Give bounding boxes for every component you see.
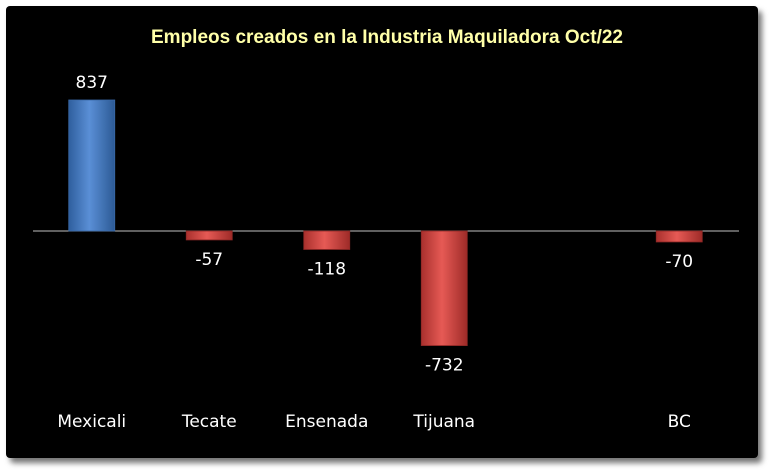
category-label-tecate: Tecate	[181, 412, 237, 432]
data-label-ensenada: -118	[307, 259, 346, 279]
category-label-ensenada: Ensenada	[285, 412, 368, 432]
data-label-tijuana: -732	[425, 356, 464, 376]
category-label-tijuana: Tijuana	[412, 412, 475, 432]
bar-tijuana	[420, 230, 468, 346]
data-label-bc: -70	[665, 252, 693, 272]
chart-title: Empleos creados en la Industria Maquilad…	[151, 27, 623, 48]
data-label-tecate: -57	[195, 250, 223, 270]
bar-bc	[655, 230, 703, 243]
bar-tecate	[185, 230, 233, 241]
bar-mexicali	[68, 99, 116, 232]
bar-ensenada	[303, 230, 351, 250]
chart-frame	[6, 6, 758, 458]
category-label-mexicali: Mexicali	[57, 412, 126, 432]
data-label-mexicali: 837	[76, 73, 108, 93]
category-label-bc: BC	[668, 412, 691, 432]
